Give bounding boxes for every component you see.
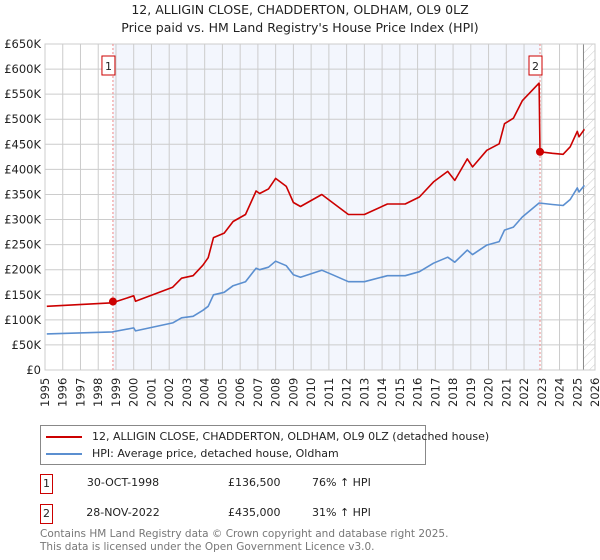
x-tick-label: 1999: [109, 378, 123, 407]
x-tick-label: 2012: [340, 378, 354, 407]
x-tick-label: 2009: [286, 378, 300, 407]
sale-hpi-diff: 76% ↑ HPI: [312, 476, 371, 489]
chart-subtitle: Price paid vs. HM Land Registry's House …: [121, 20, 479, 35]
x-tick-label: 2003: [180, 378, 194, 407]
x-tick-label: 2026: [588, 378, 600, 407]
footer-licence: This data is licensed under the Open Gov…: [40, 541, 375, 553]
y-tick-label: £0: [26, 363, 41, 377]
x-tick-label: 2021: [499, 378, 513, 407]
x-tick-label: 1996: [56, 378, 70, 407]
footer-copyright: Contains HM Land Registry data © Crown c…: [40, 528, 449, 540]
x-tick-label: 2019: [464, 378, 478, 407]
x-tick-label: 1998: [91, 378, 105, 407]
x-tick-label: 2010: [304, 378, 318, 407]
x-tick-label: 2017: [428, 378, 442, 407]
price-paid-line: [46, 82, 586, 308]
x-tick-label: 2006: [233, 378, 247, 407]
y-tick-label: £500K: [4, 112, 41, 126]
x-tick-label: 2000: [127, 378, 141, 407]
x-tick-label: 2022: [517, 378, 531, 407]
legend-label-property: 12, ALLIGIN CLOSE, CHADDERTON, OLDHAM, O…: [92, 430, 490, 443]
sale-label-box: 2: [528, 55, 543, 76]
sale-badge: 1: [40, 474, 53, 494]
x-tick-label: 2016: [411, 378, 425, 407]
legend-item-property: 12, ALLIGIN CLOSE, CHADDERTON, OLDHAM, O…: [46, 428, 489, 445]
sale-row: 2 28-NOV-2022 £435,000 31% ↑ HPI: [40, 504, 440, 524]
x-tick-label: 2024: [553, 378, 567, 407]
y-tick-label: £400K: [4, 162, 41, 176]
y-tick-label: £650K: [4, 37, 41, 51]
sale-price: £435,000: [228, 506, 281, 519]
sale-point: [536, 147, 544, 156]
footer: Contains HM Land Registry data © Crown c…: [40, 528, 448, 554]
y-tick-label: £300K: [4, 213, 41, 227]
sale-date: 28-NOV-2022: [86, 506, 160, 519]
sale-hpi-diff: 31% ↑ HPI: [312, 506, 371, 519]
legend-label-hpi: HPI: Average price, detached house, Oldh…: [92, 447, 339, 460]
sale-label-number: 2: [532, 60, 539, 73]
y-tick-label: £200K: [4, 263, 41, 277]
sale-row: 1 30-OCT-1998 £136,500 76% ↑ HPI: [40, 474, 440, 494]
x-tick-label: 2001: [144, 378, 158, 407]
sale-point: [108, 297, 117, 306]
x-tick-label: 1997: [73, 378, 87, 407]
legend: 12, ALLIGIN CLOSE, CHADDERTON, OLDHAM, O…: [40, 425, 489, 465]
x-tick-label: 2023: [535, 378, 549, 407]
x-tick-label: 2011: [322, 378, 336, 407]
x-tick-label: 2002: [162, 378, 176, 407]
legend-item-hpi: HPI: Average price, detached house, Oldh…: [46, 445, 339, 462]
x-tick-label: 2014: [375, 378, 389, 407]
sale-label-border: [101, 55, 116, 76]
x-tick-label: 2005: [215, 378, 229, 407]
hpi-line: [46, 184, 586, 335]
sale-label-box: 1: [101, 55, 116, 76]
sale-label-number: 1: [105, 60, 112, 73]
legend-swatch-red: [46, 435, 82, 438]
y-tick-label: £50K: [12, 338, 42, 352]
y-tick-label: £450K: [4, 137, 41, 151]
x-tick-label: 2020: [482, 378, 496, 407]
y-tick-label: £350K: [4, 187, 41, 201]
y-tick-label: £100K: [4, 313, 41, 327]
sale-price: £136,500: [228, 476, 281, 489]
x-tick-label: 2018: [446, 378, 460, 407]
x-tick-label: 2008: [269, 378, 283, 407]
price-chart: £0 £50K £100K £150K £200K £250K £300K £350K £400…: [4, 37, 600, 407]
sale-date: 30-OCT-1998: [86, 476, 160, 489]
x-tick-label: 2025: [570, 378, 584, 407]
forecast-hatch: [583, 44, 595, 370]
x-tick-label: 2015: [393, 378, 407, 407]
y-tick-label: £150K: [4, 288, 41, 302]
chart-title: 12, ALLIGIN CLOSE, CHADDERTON, OLDHAM, O…: [131, 2, 469, 17]
x-tick-label: 1995: [38, 378, 52, 407]
x-tick-label: 2004: [198, 378, 212, 407]
x-tick-label: 2007: [251, 378, 265, 407]
sale-badge: 2: [40, 504, 53, 524]
sale-label-border: [528, 55, 543, 76]
y-tick-label: £600K: [4, 62, 41, 76]
y-tick-label: £550K: [4, 87, 41, 101]
y-tick-label: £250K: [4, 238, 41, 252]
legend-swatch-blue: [46, 452, 82, 455]
plot-border: [44, 43, 596, 371]
ownership-shading: [112, 44, 541, 370]
x-tick-label: 2013: [357, 378, 371, 407]
